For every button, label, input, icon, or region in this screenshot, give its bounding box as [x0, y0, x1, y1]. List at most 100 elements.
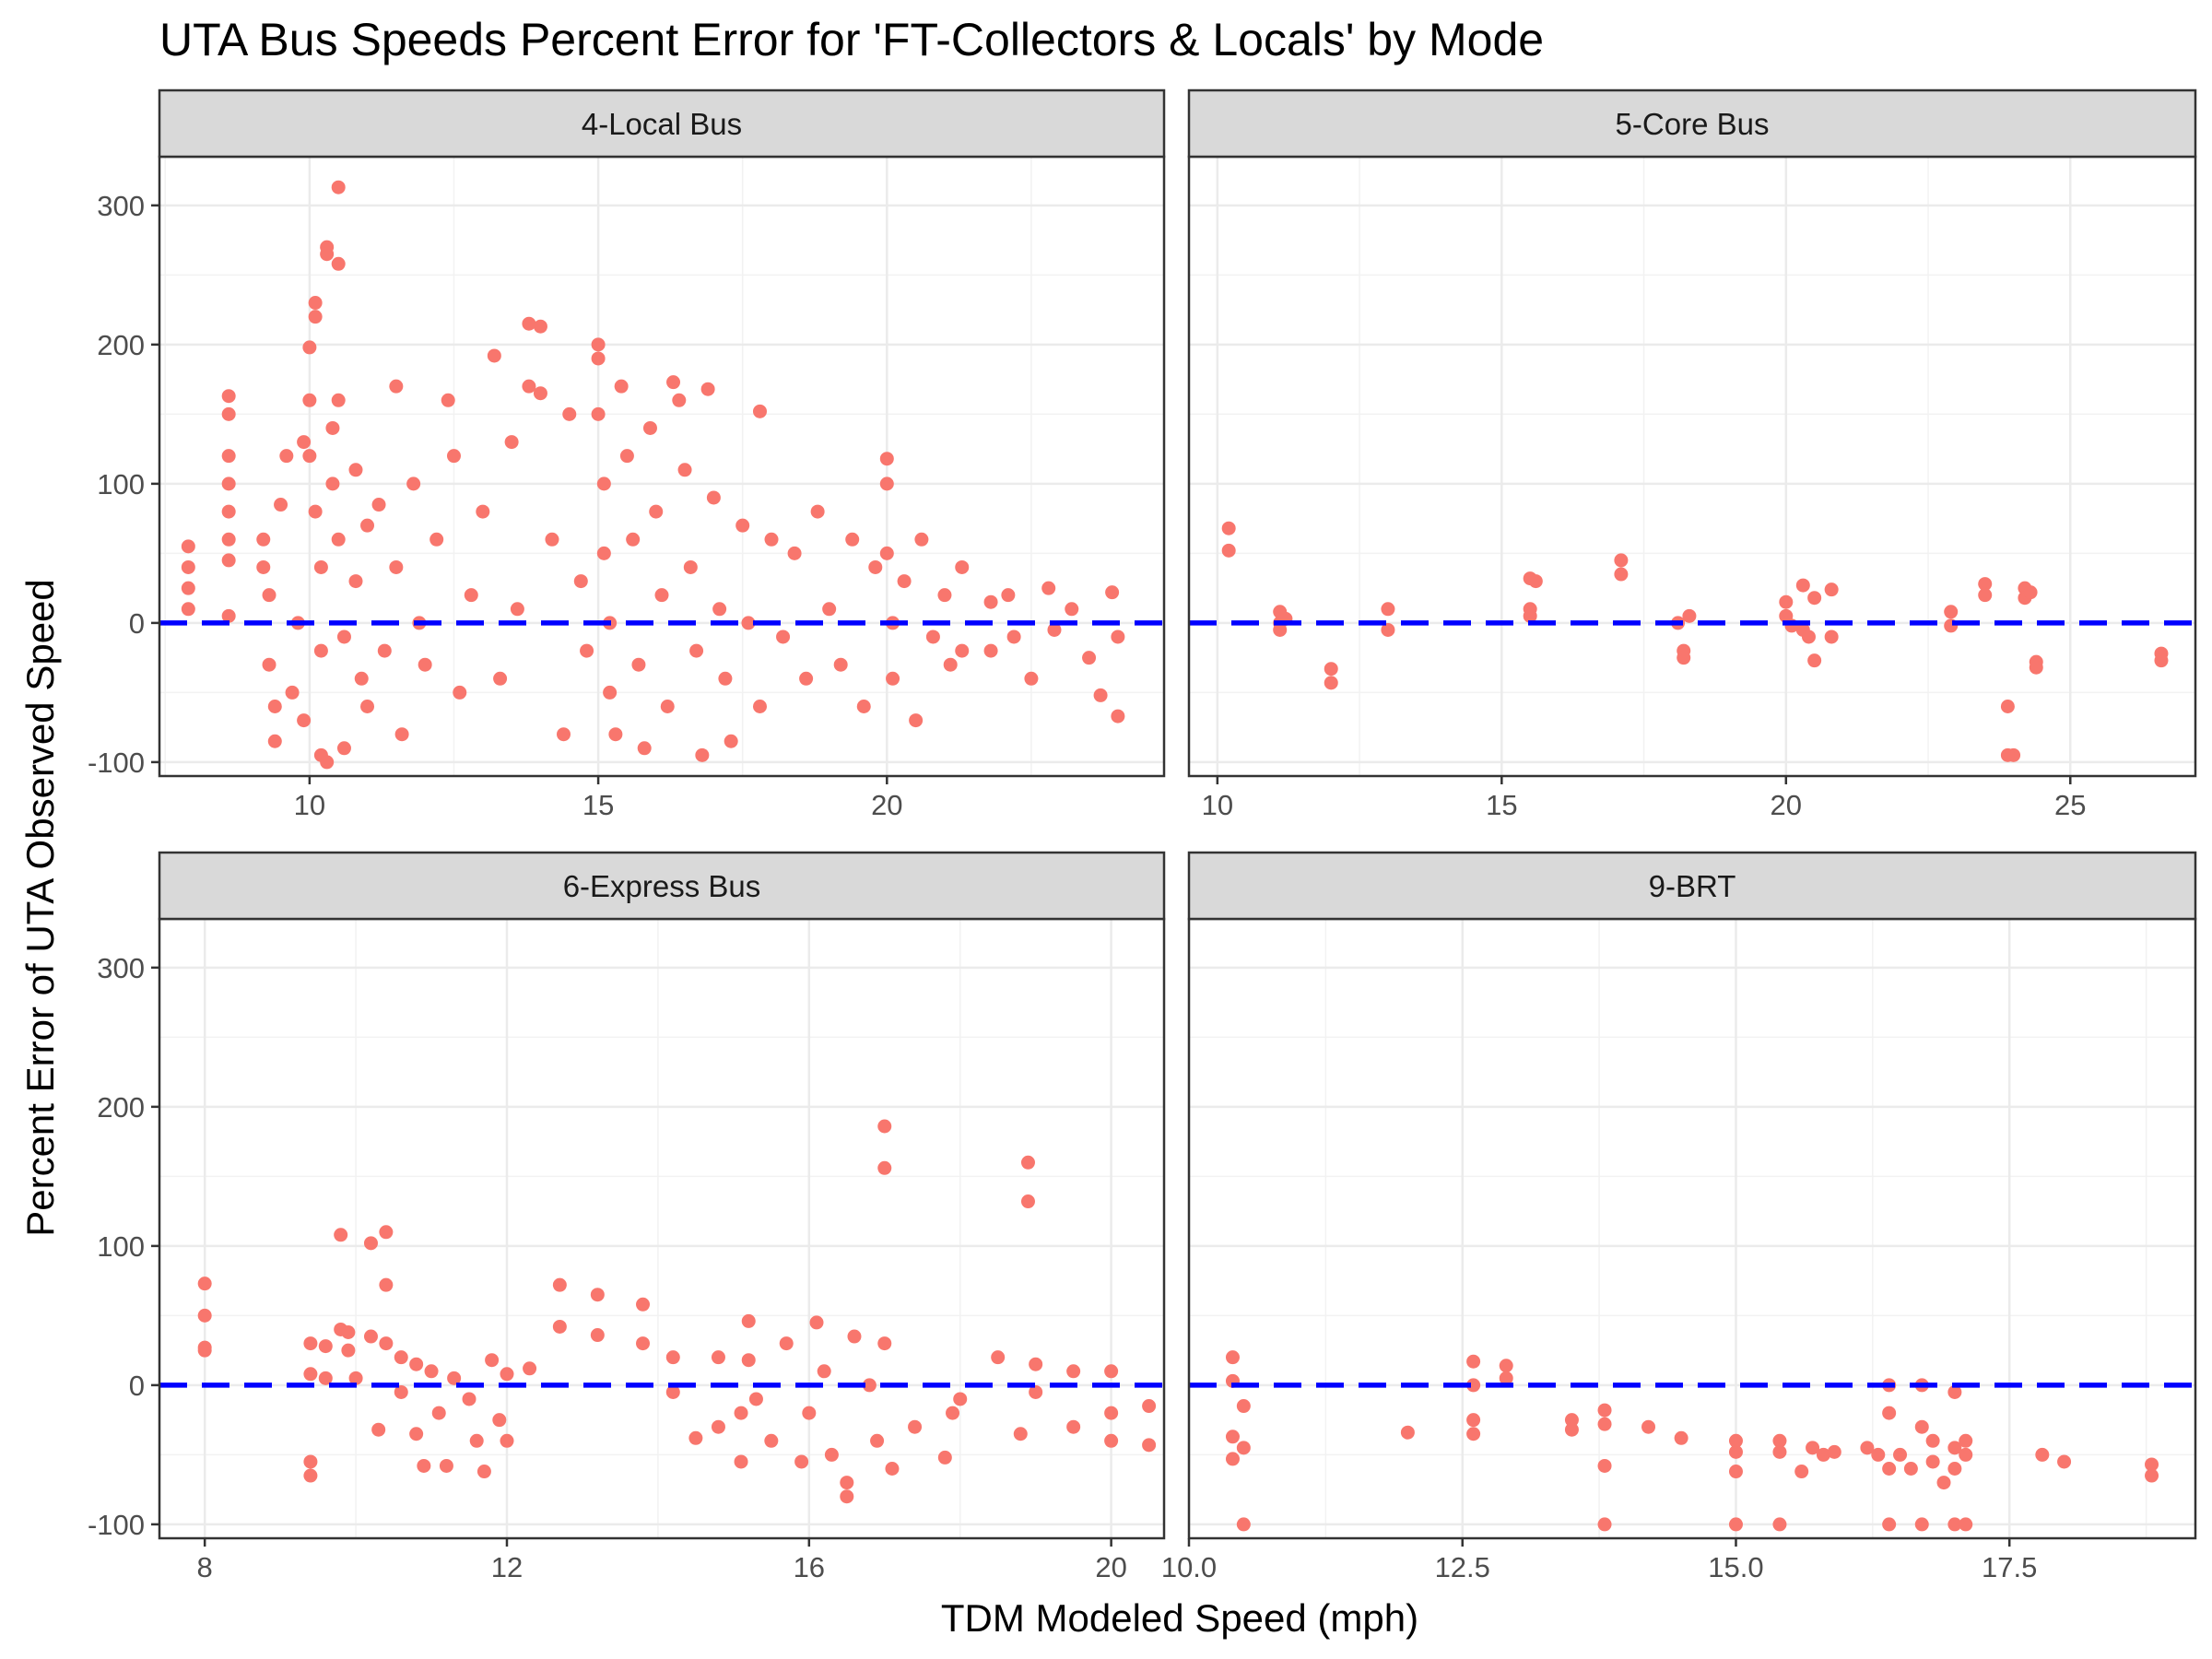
data-point — [1947, 1517, 1962, 1532]
data-point — [331, 180, 346, 194]
y-tick-label: 100 — [97, 468, 145, 500]
data-point — [325, 420, 340, 435]
data-point — [665, 1384, 680, 1399]
data-point — [1400, 1425, 1415, 1440]
data-point — [1041, 581, 1056, 595]
data-point — [1466, 1427, 1481, 1441]
data-point — [394, 727, 409, 742]
data-point — [371, 1422, 386, 1437]
data-point — [665, 1350, 680, 1365]
facet-6-express-bus: 6-Express Bus 8 12 16 20 -100 0 100 200 300 — [88, 851, 1166, 1583]
data-point — [590, 1288, 605, 1302]
data-point — [1499, 1359, 1513, 1373]
data-point — [672, 393, 687, 407]
data-point — [909, 713, 924, 728]
strip-background — [158, 88, 1166, 159]
data-point — [1794, 1465, 1809, 1479]
data-point — [522, 316, 536, 331]
data-point — [274, 498, 288, 512]
data-point — [1871, 1447, 1886, 1462]
data-point — [1674, 1430, 1688, 1445]
data-point — [1947, 1441, 1962, 1455]
data-point — [379, 1277, 394, 1292]
data-point — [562, 406, 577, 421]
gridlines — [1189, 157, 2195, 776]
x-tick-label: 15 — [1486, 789, 1517, 821]
data-point — [614, 379, 629, 394]
data-point — [1860, 1441, 1875, 1455]
data-point — [2145, 1468, 2159, 1483]
data-point — [937, 1450, 952, 1465]
data-point — [418, 657, 432, 672]
x-tick-label: 16 — [794, 1551, 825, 1583]
data-point — [297, 435, 312, 450]
data-point — [341, 1343, 356, 1358]
data-point — [348, 463, 363, 477]
data-points — [197, 1119, 1157, 1504]
data-point — [1947, 1461, 1962, 1476]
data-point — [764, 1433, 779, 1448]
data-point — [545, 532, 559, 547]
data-point — [331, 393, 346, 407]
data-point — [862, 1378, 877, 1393]
data-point — [840, 1489, 854, 1504]
data-point — [886, 671, 900, 686]
data-point — [221, 406, 236, 421]
data-point — [608, 727, 623, 742]
data-point — [1772, 1444, 1787, 1459]
data-point — [1093, 688, 1108, 702]
data-point — [197, 1308, 212, 1323]
data-point — [1728, 1465, 1743, 1479]
data-point — [303, 1367, 318, 1382]
data-point — [879, 546, 894, 560]
data-point — [741, 1313, 756, 1328]
data-point — [2035, 1447, 2050, 1462]
data-point — [552, 1319, 567, 1334]
data-point — [824, 1447, 839, 1462]
strip-label: 5-Core Bus — [1616, 107, 1770, 141]
data-point — [1925, 1454, 1940, 1469]
data-point — [689, 643, 704, 658]
data-point — [334, 1228, 348, 1242]
data-point — [1013, 1427, 1028, 1441]
data-point — [341, 1325, 356, 1340]
y-tick-label: 200 — [97, 1091, 145, 1124]
data-points — [181, 180, 1125, 770]
data-point — [1779, 594, 1794, 609]
data-point — [1882, 1406, 1897, 1420]
data-point — [492, 1413, 507, 1428]
data-point — [1020, 1155, 1035, 1170]
data-point — [1882, 1517, 1897, 1532]
data-point — [2057, 1454, 2072, 1469]
data-point — [523, 1361, 537, 1376]
data-point — [302, 393, 317, 407]
data-point — [718, 671, 733, 686]
data-point — [354, 671, 369, 686]
data-point — [833, 657, 848, 672]
y-tick-label: 0 — [129, 607, 145, 640]
data-point — [1225, 1452, 1240, 1466]
data-point — [424, 1364, 439, 1379]
data-point — [181, 559, 195, 574]
data-point — [439, 1458, 453, 1473]
data-point — [331, 256, 346, 271]
data-point — [181, 539, 195, 554]
x-tick-label: 25 — [2054, 789, 2086, 821]
data-point — [712, 602, 727, 617]
data-point — [394, 1384, 408, 1399]
data-point — [1029, 1357, 1043, 1371]
data-point — [379, 1225, 394, 1240]
data-point — [1959, 1517, 1973, 1532]
data-point — [406, 477, 421, 491]
data-point — [2023, 585, 2038, 600]
y-tick-label: 300 — [97, 952, 145, 984]
chart-title: UTA Bus Speeds Percent Error for 'FT-Col… — [159, 14, 1544, 65]
data-point — [741, 616, 756, 630]
data-point — [603, 685, 618, 700]
data-point — [221, 477, 236, 491]
data-point — [953, 1392, 968, 1406]
data-point — [1047, 622, 1062, 637]
data-point — [303, 1336, 318, 1351]
data-point — [787, 546, 802, 560]
data-point — [660, 699, 675, 713]
